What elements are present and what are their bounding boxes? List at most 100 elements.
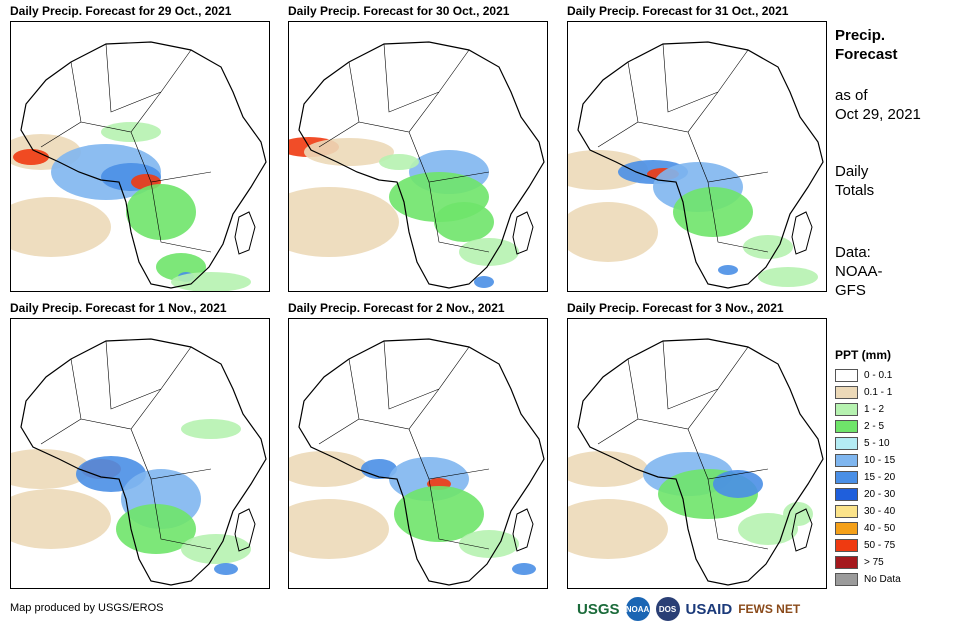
legend-label: 1 - 2 — [864, 404, 885, 415]
legend-item: 0.1 - 1 — [835, 384, 945, 401]
title-line: Forecast — [835, 46, 898, 63]
madagascar-outline — [234, 211, 256, 255]
precip-map — [10, 318, 270, 589]
fews-net-logo: FEWS NET — [738, 602, 801, 616]
data-label: Data: — [835, 244, 871, 261]
legend-swatch — [835, 420, 858, 433]
map-panel-6: Daily Precip. Forecast for 3 Nov., 2021 — [567, 301, 847, 596]
legend-item: 20 - 30 — [835, 486, 945, 503]
dos-seal-logo: DOS — [655, 597, 680, 621]
daily-totals: Daily Totals — [835, 162, 874, 200]
precip-area — [718, 265, 738, 275]
map-panel-3: Daily Precip. Forecast for 31 Oct., 2021 — [567, 4, 847, 299]
partner-logos: USGS NOAA DOS USAID FEWS NET — [577, 594, 800, 624]
legend-swatch — [835, 403, 858, 416]
africa-coastline — [298, 41, 545, 289]
africa-map-svg — [11, 338, 267, 586]
legend-item: No Data — [835, 571, 945, 588]
precip-area — [379, 154, 419, 170]
legend-label: 20 - 30 — [864, 489, 896, 500]
precip-map — [10, 21, 270, 292]
panel-title: Daily Precip. Forecast for 3 Nov., 2021 — [567, 301, 784, 315]
legend-item: > 75 — [835, 554, 945, 571]
legend-label: No Data — [864, 574, 901, 585]
daily-label: Daily — [835, 163, 869, 180]
legend-swatch — [835, 369, 858, 382]
precip-area — [394, 486, 484, 542]
legend-label: 30 - 40 — [864, 506, 896, 517]
precip-area — [512, 563, 536, 575]
noaa-logo: NOAA — [625, 597, 650, 621]
precip-area — [214, 563, 238, 575]
usgs-logo: USGS — [577, 600, 620, 618]
totals-label: Totals — [835, 182, 875, 199]
legend-item: 5 - 10 — [835, 435, 945, 452]
legend-label: 10 - 15 — [864, 455, 896, 466]
legend-label: 15 - 20 — [864, 472, 896, 483]
legend-label: 40 - 50 — [864, 523, 896, 534]
precip-area — [11, 489, 111, 549]
map-panel-4: Daily Precip. Forecast for 1 Nov., 2021 — [10, 301, 290, 596]
precip-area — [289, 499, 389, 559]
legend-swatch — [835, 522, 858, 535]
data-source-line: GFS — [835, 282, 866, 299]
madagascar-outline — [512, 508, 534, 552]
madagascar-outline — [512, 211, 534, 255]
legend-swatch — [835, 505, 858, 518]
legend-swatch — [835, 488, 858, 501]
precip-area — [568, 202, 658, 262]
precip-area — [459, 530, 519, 558]
panel-title: Daily Precip. Forecast for 31 Oct., 2021 — [567, 4, 789, 18]
legend-label: 0 - 0.1 — [864, 370, 893, 381]
country-borders — [318, 43, 490, 253]
precip-map — [288, 318, 548, 589]
legend-swatch — [835, 573, 858, 586]
legend-label: 50 - 75 — [864, 540, 896, 551]
precip-map — [288, 21, 548, 292]
legend-label: 2 - 5 — [864, 421, 885, 432]
map-panel-5: Daily Precip. Forecast for 2 Nov., 2021 — [288, 301, 568, 596]
africa-coastline — [20, 338, 267, 586]
map-panel-2: Daily Precip. Forecast for 30 Oct., 2021 — [288, 4, 568, 299]
madagascar-outline — [791, 211, 813, 255]
precip-area — [758, 267, 818, 287]
panel-title: Daily Precip. Forecast for 2 Nov., 2021 — [288, 301, 505, 315]
precip-area — [13, 149, 49, 165]
data-source: Data: NOAA- GFS — [835, 243, 883, 300]
precip-map — [567, 21, 827, 292]
precip-area — [181, 419, 241, 439]
africa-coastline — [577, 338, 824, 586]
precip-area — [783, 502, 813, 526]
precip-area — [289, 187, 399, 257]
madagascar-outline — [791, 508, 813, 552]
legend-swatch — [835, 454, 858, 467]
precip-area — [289, 451, 369, 487]
africa-map-svg — [11, 41, 267, 291]
precip-map — [567, 318, 827, 589]
legend-item: 50 - 75 — [835, 537, 945, 554]
precip-area — [171, 272, 251, 291]
legend-item: 10 - 15 — [835, 452, 945, 469]
data-source-line: NOAA- — [835, 263, 883, 280]
madagascar-outline — [234, 508, 256, 552]
legend-label: 0.1 - 1 — [864, 387, 893, 398]
africa-coastline — [20, 41, 267, 289]
legend-swatch — [835, 539, 858, 552]
precip-area — [568, 451, 648, 487]
legend-item: 1 - 2 — [835, 401, 945, 418]
country-borders — [40, 43, 212, 253]
as-of-value: Oct 29, 2021 — [835, 106, 921, 123]
map-panel-1: Daily Precip. Forecast for 29 Oct., 2021 — [10, 4, 290, 299]
precip-area — [568, 499, 668, 559]
precip-area — [181, 534, 251, 564]
title-line: Precip. — [835, 27, 886, 44]
legend-item: 0 - 0.1 — [835, 367, 945, 384]
legend-item: 40 - 50 — [835, 520, 945, 537]
precip-area — [474, 276, 494, 288]
precip-area — [304, 138, 394, 166]
precip-area — [434, 202, 494, 242]
africa-map-svg — [289, 41, 545, 289]
country-borders — [40, 340, 212, 550]
panel-title: Daily Precip. Forecast for 1 Nov., 2021 — [10, 301, 227, 315]
legend-swatch — [835, 471, 858, 484]
